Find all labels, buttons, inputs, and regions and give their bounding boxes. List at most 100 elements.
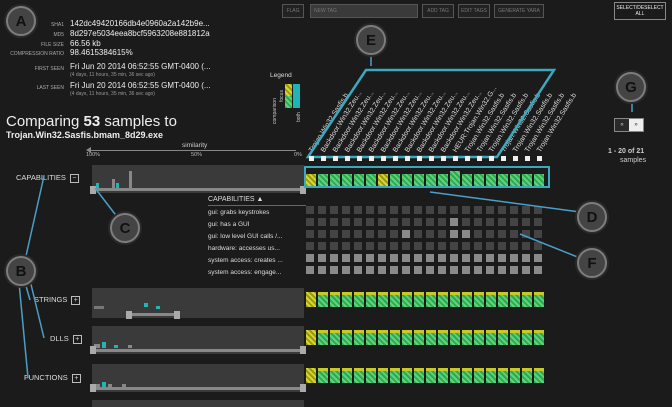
column-select-checkbox[interactable] xyxy=(357,156,362,161)
capability-cell[interactable] xyxy=(438,174,448,186)
dlls-cell[interactable] xyxy=(390,330,400,345)
column-select-checkbox[interactable] xyxy=(465,156,470,161)
functions-cell[interactable] xyxy=(402,368,412,383)
capability-cell[interactable] xyxy=(522,174,532,186)
capability-cell[interactable] xyxy=(330,174,340,186)
functions-cell[interactable] xyxy=(330,368,340,383)
functions-cell[interactable] xyxy=(342,368,352,383)
functions-cell[interactable] xyxy=(366,368,376,383)
functions-cell[interactable] xyxy=(474,368,484,383)
pager-next-button[interactable]: » xyxy=(629,119,643,131)
strings-handle-right[interactable] xyxy=(174,311,180,319)
dlls-cell[interactable] xyxy=(378,330,388,345)
strings-cell[interactable] xyxy=(438,292,448,307)
functions-cell[interactable] xyxy=(498,368,508,383)
column-select-checkbox[interactable] xyxy=(429,156,434,161)
capability-cell[interactable] xyxy=(474,174,484,186)
column-select-checkbox[interactable] xyxy=(345,156,350,161)
capability-cell[interactable] xyxy=(318,174,328,186)
strings-cell[interactable] xyxy=(366,292,376,307)
expand-strings-button[interactable]: + xyxy=(71,295,81,305)
functions-cell[interactable] xyxy=(390,368,400,383)
dlls-cell[interactable] xyxy=(330,330,340,345)
dlls-histogram[interactable] xyxy=(92,326,304,354)
functions-cell[interactable] xyxy=(318,368,328,383)
column-select-checkbox[interactable] xyxy=(405,156,410,161)
dlls-cell[interactable] xyxy=(354,330,364,345)
column-select-checkbox[interactable] xyxy=(513,156,518,161)
generate-yara-button[interactable]: GENERATE YARA xyxy=(494,4,544,18)
capability-item[interactable]: system access: creates ... xyxy=(208,257,283,264)
capability-cell[interactable] xyxy=(390,174,400,186)
capability-item[interactable]: gui: grabs keystrokes xyxy=(208,209,270,216)
dlls-cell[interactable] xyxy=(414,330,424,345)
capability-item[interactable]: system access: engage... xyxy=(208,269,282,276)
capability-cell[interactable] xyxy=(498,174,508,186)
capability-item[interactable]: hardware: accesses us... xyxy=(208,245,280,252)
capability-cell[interactable] xyxy=(510,174,520,186)
column-select-checkbox[interactable] xyxy=(369,156,374,161)
histogram-handle-left[interactable] xyxy=(90,186,96,194)
expand-dlls-button[interactable]: + xyxy=(72,334,82,344)
flag-button[interactable]: FLAG xyxy=(282,4,304,18)
strings-cell[interactable] xyxy=(402,292,412,307)
functions-cell[interactable] xyxy=(306,368,316,383)
strings-cell[interactable] xyxy=(342,292,352,307)
functions-handle-left[interactable] xyxy=(90,384,96,392)
column-select-checkbox[interactable] xyxy=(525,156,530,161)
strings-cell[interactable] xyxy=(426,292,436,307)
column-select-checkbox[interactable] xyxy=(309,156,314,161)
dlls-cell[interactable] xyxy=(438,330,448,345)
functions-cell[interactable] xyxy=(414,368,424,383)
functions-cell[interactable] xyxy=(534,368,544,383)
capability-cell[interactable] xyxy=(414,174,424,186)
add-tag-button[interactable]: ADD TAG xyxy=(422,4,454,18)
column-select-checkbox[interactable] xyxy=(381,156,386,161)
dlls-cell[interactable] xyxy=(342,330,352,345)
collapse-capabilities-button[interactable]: − xyxy=(69,173,79,183)
functions-cell[interactable] xyxy=(354,368,364,383)
strings-cell[interactable] xyxy=(318,292,328,307)
column-select-checkbox[interactable] xyxy=(441,156,446,161)
column-select-checkbox[interactable] xyxy=(321,156,326,161)
functions-handle-right[interactable] xyxy=(300,384,306,392)
capability-cell[interactable] xyxy=(402,174,412,186)
capability-cell[interactable] xyxy=(354,174,364,186)
strings-cell[interactable] xyxy=(390,292,400,307)
dlls-cell[interactable] xyxy=(486,330,496,345)
strings-cell[interactable] xyxy=(534,292,544,307)
strings-cell[interactable] xyxy=(306,292,316,307)
functions-cell[interactable] xyxy=(438,368,448,383)
strings-cell[interactable] xyxy=(498,292,508,307)
strings-cell[interactable] xyxy=(414,292,424,307)
capability-cell[interactable] xyxy=(450,171,460,186)
dlls-cell[interactable] xyxy=(462,330,472,345)
select-deselect-all-button[interactable]: SELECT/DESELECT ALL xyxy=(614,2,666,20)
functions-cell[interactable] xyxy=(522,368,532,383)
edit-tags-button[interactable]: EDIT TAGS xyxy=(458,4,490,18)
strings-cell[interactable] xyxy=(354,292,364,307)
capability-cell[interactable] xyxy=(306,174,316,186)
dlls-cell[interactable] xyxy=(450,330,460,345)
expand-functions-button[interactable]: + xyxy=(71,373,81,383)
strings-cell[interactable] xyxy=(462,292,472,307)
functions-histogram[interactable] xyxy=(92,364,304,392)
dlls-cell[interactable] xyxy=(522,330,532,345)
capability-item[interactable]: gui: has a GUI xyxy=(208,221,250,228)
strings-cell[interactable] xyxy=(522,292,532,307)
column-select-checkbox[interactable] xyxy=(489,156,494,161)
pager-prev-button[interactable]: « xyxy=(615,119,629,131)
capability-cell[interactable] xyxy=(486,174,496,186)
strings-cell[interactable] xyxy=(450,292,460,307)
dlls-handle-right[interactable] xyxy=(300,346,306,354)
column-select-checkbox[interactable] xyxy=(537,156,542,161)
capability-cell[interactable] xyxy=(342,174,352,186)
column-select-checkbox[interactable] xyxy=(453,156,458,161)
dlls-handle-left[interactable] xyxy=(90,346,96,354)
capability-item[interactable]: gui: low level GUI calls /... xyxy=(208,233,283,240)
strings-cell[interactable] xyxy=(330,292,340,307)
capability-cell[interactable] xyxy=(462,174,472,186)
column-select-checkbox[interactable] xyxy=(393,156,398,161)
capabilities-histogram[interactable] xyxy=(92,165,304,193)
column-select-checkbox[interactable] xyxy=(477,156,482,161)
